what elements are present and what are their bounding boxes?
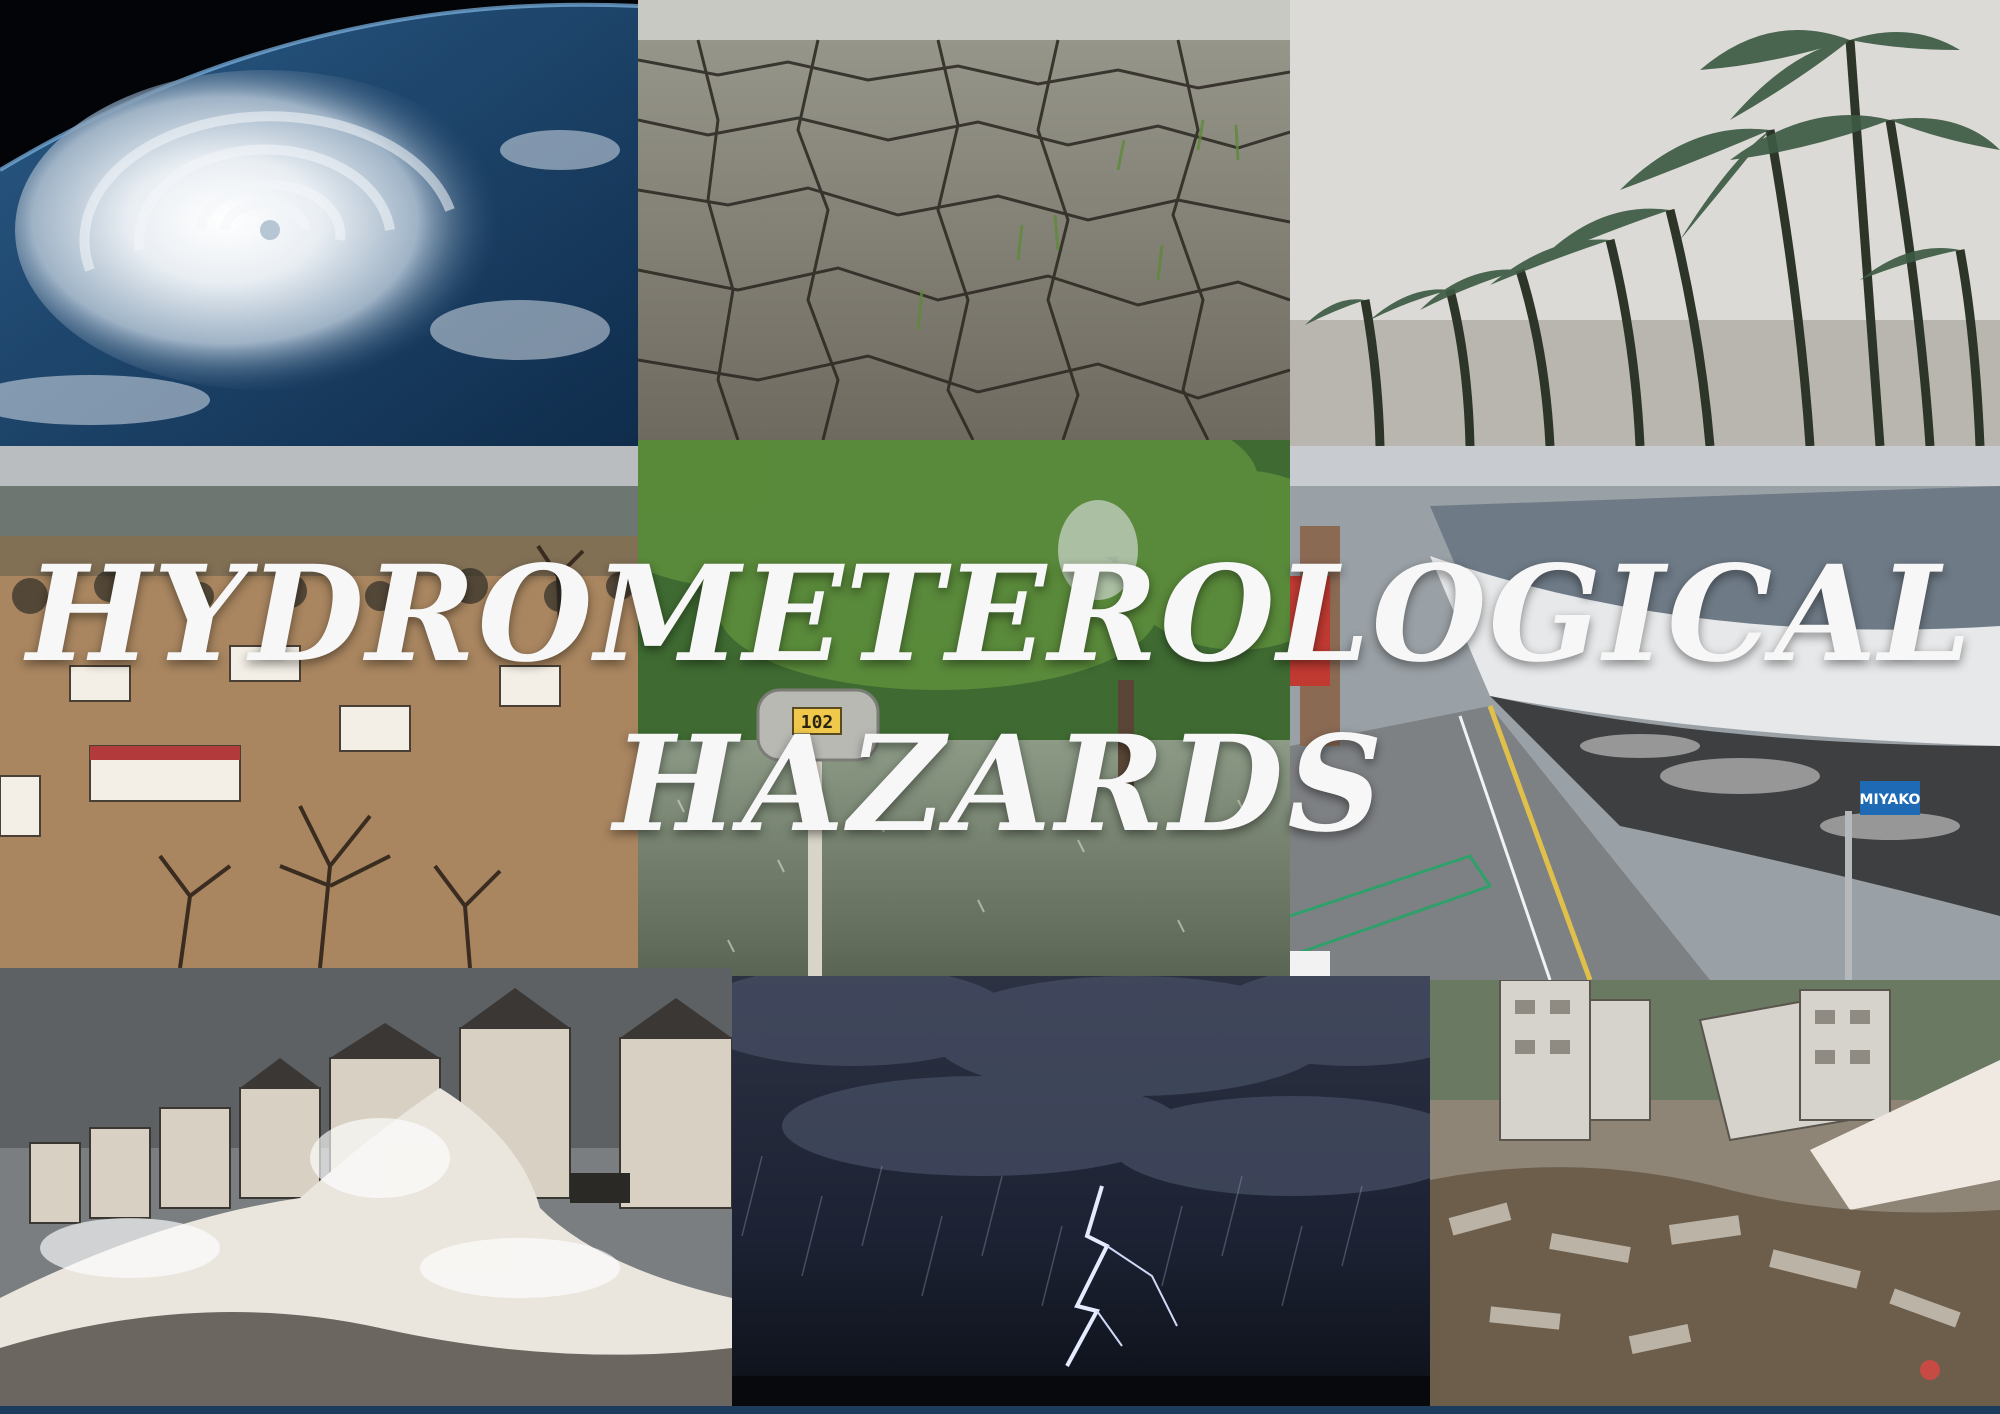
flooded-town-aerial-photo — [0, 446, 638, 968]
collapsed-buildings-rubble-photo — [1430, 980, 2000, 1414]
flooded-road-mailbox-photo: 102 — [638, 440, 1290, 976]
typhoon-palm-trees-photo — [1290, 0, 2000, 446]
tsunami-seawall-photo: MIYAKO — [1290, 446, 2000, 980]
mailbox-number: 102 — [801, 712, 834, 733]
lightning-storm-photo — [732, 976, 1430, 1414]
street-sign-text: MIYAKO — [1860, 792, 1921, 808]
hurricane-satellite-photo — [0, 0, 638, 446]
bottom-border-strip — [0, 1406, 2000, 1414]
drought-cracked-earth-photo — [638, 0, 1290, 440]
storm-surge-waves-photo — [0, 968, 732, 1414]
